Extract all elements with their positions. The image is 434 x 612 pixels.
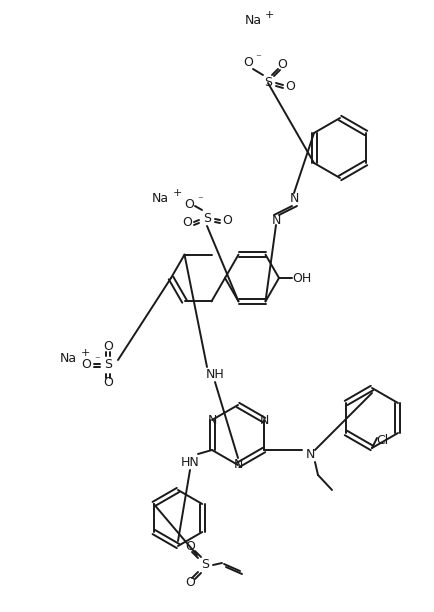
Text: S: S <box>203 212 211 225</box>
Text: Na: Na <box>152 192 169 204</box>
Text: O: O <box>222 214 232 226</box>
Text: +: + <box>173 188 182 198</box>
Text: ⁻: ⁻ <box>197 195 203 205</box>
Text: O: O <box>81 359 91 371</box>
Text: N: N <box>271 214 281 226</box>
Text: O: O <box>277 59 287 72</box>
Text: ⁻: ⁻ <box>94 355 100 365</box>
Text: O: O <box>285 80 295 92</box>
Text: NH: NH <box>206 368 224 381</box>
Text: HN: HN <box>181 455 199 469</box>
Text: O: O <box>184 198 194 212</box>
Text: O: O <box>103 376 113 389</box>
Text: Na: Na <box>60 351 77 365</box>
Text: S: S <box>201 559 209 572</box>
Text: O: O <box>243 56 253 70</box>
Text: OH: OH <box>293 272 312 285</box>
Text: S: S <box>264 76 272 89</box>
Text: O: O <box>185 540 195 553</box>
Text: Na: Na <box>245 13 262 26</box>
Text: +: + <box>265 10 274 20</box>
Text: N: N <box>259 414 269 427</box>
Text: O: O <box>185 577 195 589</box>
Text: N: N <box>289 192 299 204</box>
Text: S: S <box>104 359 112 371</box>
Text: O: O <box>103 340 113 354</box>
Text: N: N <box>233 458 243 471</box>
Text: O: O <box>182 217 192 230</box>
Text: ⁻: ⁻ <box>255 53 261 63</box>
Text: N: N <box>207 414 217 427</box>
Text: N: N <box>305 449 315 461</box>
Text: +: + <box>81 348 90 358</box>
Text: Cl: Cl <box>376 433 388 447</box>
